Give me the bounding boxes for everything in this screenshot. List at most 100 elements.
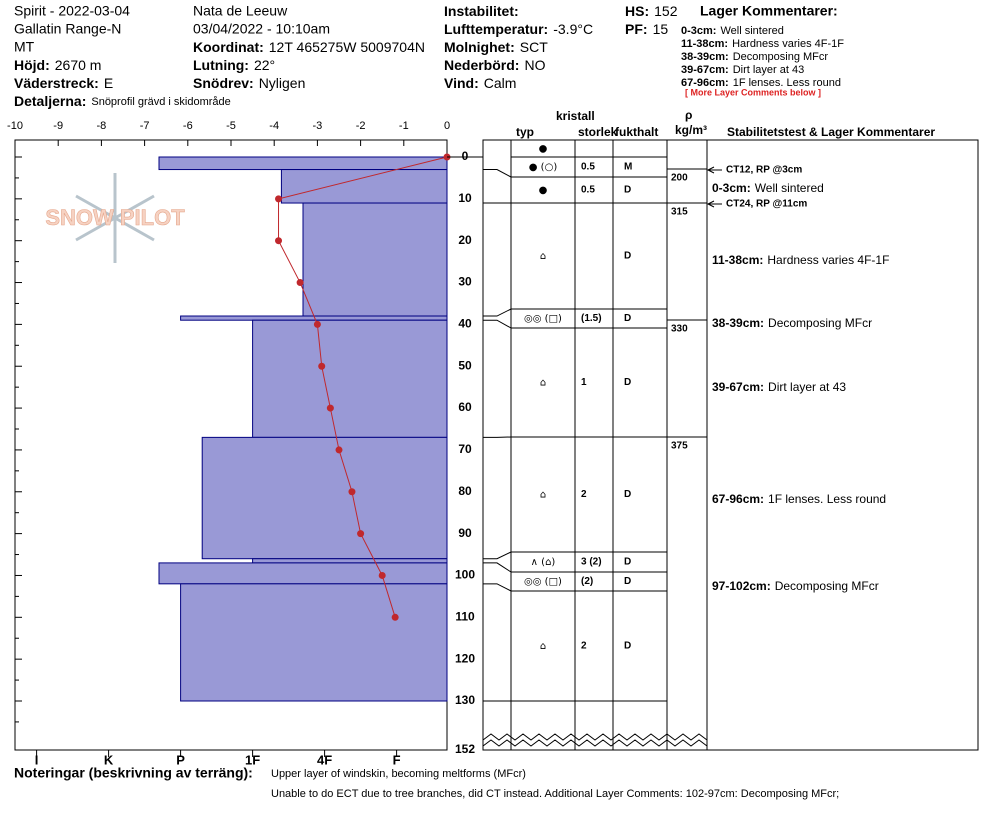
comment-range: 11-38cm:	[712, 253, 763, 267]
y-tick-label: 0	[462, 149, 469, 163]
x-tick-label: -6	[183, 120, 193, 132]
y-tick-label: 110	[455, 609, 475, 623]
temperature-point	[348, 488, 356, 496]
field-value: NO	[524, 57, 545, 73]
temperature-line	[278, 156, 448, 618]
logo-flake	[75, 173, 155, 263]
y-tick-label: 60	[458, 400, 472, 414]
field-label: Koordinat:	[193, 39, 264, 55]
field: Nederbörd: NO	[444, 57, 546, 73]
comment-range: 11-38cm:	[681, 38, 728, 50]
x-tick-label: -2	[356, 120, 366, 132]
header-layer-comment: 67-96cm: 1F lenses. Less round	[681, 77, 841, 89]
field: Lufttemperatur: -3.9°C	[444, 21, 593, 37]
layer-comment: 38-39cm: Decomposing MFcr	[712, 316, 872, 330]
header-rho-unit: kg/m³	[675, 123, 707, 137]
hardness-bar	[201, 436, 448, 560]
density: 200	[671, 173, 688, 184]
field-value: 2670 m	[55, 57, 102, 73]
field: Lutning: 22°	[193, 57, 275, 73]
comment-text: Hardness varies 4F-1F	[732, 38, 844, 50]
y-tick-label: 90	[458, 526, 472, 540]
temperature-point	[391, 613, 399, 621]
density: 315	[671, 207, 688, 218]
comment-range: 39-67cm:	[712, 380, 764, 394]
field: Höjd: 2670 m	[14, 57, 101, 73]
comment-text: 1F lenses. Less round	[733, 77, 841, 89]
y-tick-label: 50	[458, 358, 472, 372]
hardness-tick-label: I	[35, 752, 39, 767]
comment-text: Decomposing MFcr	[768, 316, 872, 330]
field-value: 22°	[254, 57, 275, 73]
hs-bottom-label: 152	[455, 742, 475, 756]
x-tick-label: -1	[399, 120, 409, 132]
header-layer-comment: 11-38cm: Hardness varies 4F-1F	[681, 38, 844, 50]
y-tick-label: 20	[458, 233, 472, 247]
connector	[483, 583, 512, 592]
temperature-point	[326, 404, 334, 412]
arrow-head	[706, 166, 715, 174]
field-label: PF:	[625, 21, 648, 37]
header-rho: ρ	[685, 108, 692, 122]
field-label: Väderstreck:	[14, 75, 99, 91]
break-zigzag	[482, 733, 708, 741]
comment-text: Dirt layer at 43	[733, 64, 805, 76]
layer-comment: 97-102cm: Decomposing MFcr	[712, 579, 879, 593]
grain-size: 3 (2)	[581, 557, 602, 568]
grain-size: (2)	[581, 576, 593, 587]
header-typ: typ	[516, 125, 534, 139]
field-label: Detaljerna:	[14, 93, 86, 109]
layer-comment: 67-96cm: 1F lenses. Less round	[712, 492, 886, 506]
y-tick-label: 30	[458, 275, 472, 289]
header-kristall: kristall	[556, 109, 595, 123]
grain-type: ◎◎ (□)	[524, 314, 562, 325]
hardness-bar	[302, 202, 448, 317]
field-value: SCT	[520, 39, 548, 55]
comment-text: Well sintered	[755, 181, 824, 195]
hardness-bar	[280, 169, 448, 204]
hardness-tick-label: P	[176, 752, 185, 767]
field: PF: 15	[625, 21, 668, 37]
field-value: -3.9°C	[553, 21, 593, 37]
moisture: M	[624, 162, 632, 173]
field-value: Nyligen	[259, 75, 306, 91]
field: Molnighet: SCT	[444, 39, 548, 55]
temperature-point	[357, 530, 365, 538]
grain-size: 2	[581, 641, 587, 652]
break-zigzag	[482, 739, 708, 747]
comment-text: Dirt layer at 43	[768, 380, 846, 394]
comment-text: Well sintered	[720, 25, 783, 37]
site: Spirit - 2022-03-04	[14, 3, 130, 19]
y-tick-label: 100	[455, 568, 475, 582]
field: Detaljerna: Snöprofil grävd i skidområde	[14, 93, 231, 109]
temperature-point	[335, 446, 343, 454]
field-value: Snöprofil grävd i skidområde	[91, 96, 230, 108]
grain-type: ⌂	[540, 641, 546, 652]
x-tick-label: -8	[97, 120, 107, 132]
header-comments: Stabilitetstest & Lager Kommentarer	[727, 125, 935, 139]
comment-text: 1F lenses. Less round	[768, 492, 886, 506]
temperature-point	[296, 279, 304, 287]
field-label: Höjd:	[14, 57, 50, 73]
comment-range: 97-102cm:	[712, 579, 771, 593]
y-tick-label: 70	[458, 442, 472, 456]
moisture: D	[624, 489, 631, 500]
temperature-point	[313, 320, 321, 328]
grain-type: ⌂	[540, 251, 546, 262]
grain-type: ●	[539, 144, 548, 155]
header-layer-comment: 38-39cm: Decomposing MFcr	[681, 51, 828, 63]
field-label: Molnighet:	[444, 39, 515, 55]
field: Instabilitet:	[444, 3, 519, 19]
state: MT	[14, 39, 35, 55]
hardness-bar	[158, 562, 448, 585]
field: Snödrev: Nyligen	[193, 75, 305, 91]
field-value: Calm	[484, 75, 517, 91]
notes-line: Unable to do ECT due to tree branches, d…	[271, 788, 839, 800]
x-tick-label: -3	[313, 120, 323, 132]
y-tick-label: 80	[458, 484, 472, 498]
comment-range: 67-96cm:	[712, 492, 764, 506]
layer-comment: 0-3cm: Well sintered	[712, 181, 824, 195]
moisture: D	[624, 313, 631, 324]
field-value: 15	[653, 21, 669, 37]
comment-range: 38-39cm:	[681, 51, 729, 63]
